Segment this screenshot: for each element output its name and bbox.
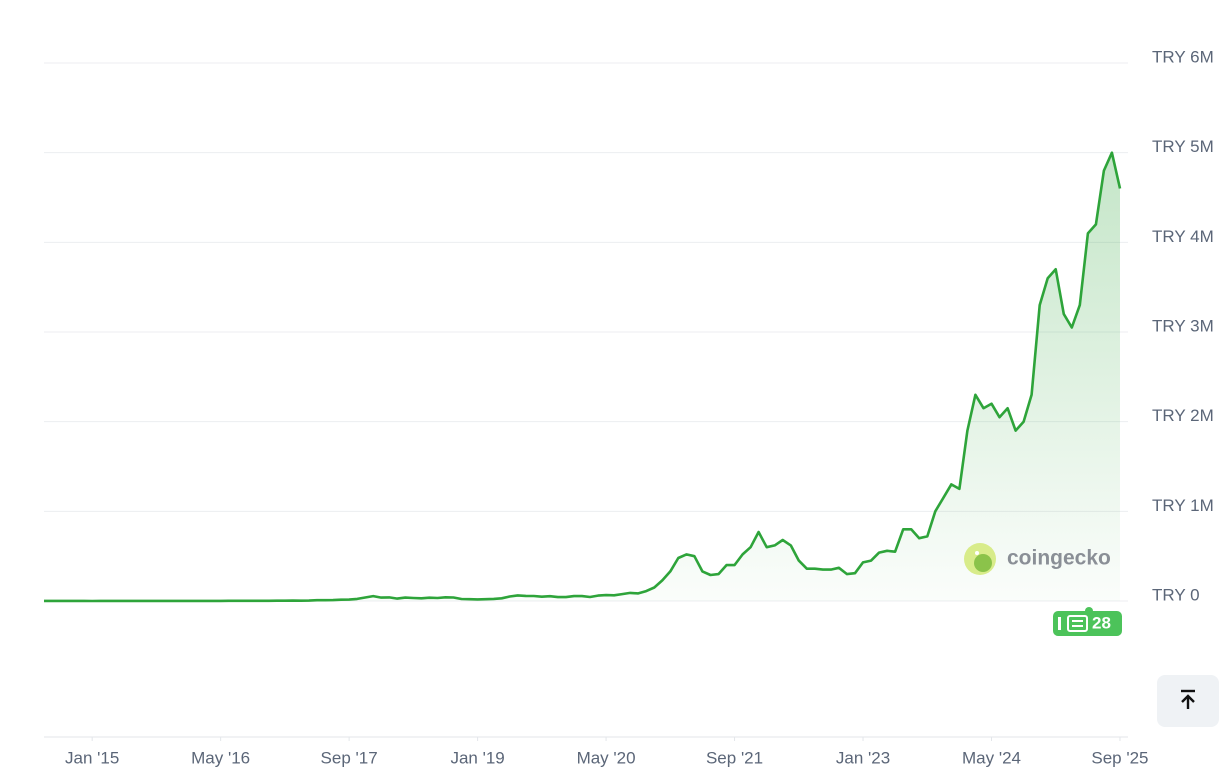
area-layer [44, 152, 1120, 601]
badge-icon [1067, 615, 1088, 632]
y-tick-label: TRY 6M [1152, 47, 1214, 66]
y-tick-label: TRY 0 [1152, 585, 1200, 604]
badge-icon [1058, 617, 1061, 630]
grid [44, 62, 1128, 741]
y-tick-label: TRY 4M [1152, 227, 1214, 246]
area [44, 152, 1120, 601]
y-tick-label: TRY 3M [1152, 316, 1214, 335]
x-tick-label: Jan '15 [65, 748, 119, 767]
watermark-logo-inner [974, 554, 992, 572]
x-tick-label: Sep '21 [706, 748, 763, 767]
x-tick-label: May '20 [577, 748, 636, 767]
watermark-logo-eye [975, 551, 979, 555]
watermark: coingecko [964, 543, 1111, 575]
price-line [44, 151, 1122, 603]
y-tick-label: TRY 1M [1152, 496, 1214, 515]
y-tick-label: TRY 2M [1152, 406, 1214, 425]
news-badge[interactable]: 28 [1053, 607, 1122, 636]
line-layer [44, 151, 1122, 603]
x-tick-label: Jan '23 [836, 748, 890, 767]
back-to-top-icon [1181, 694, 1195, 703]
back-to-top-button[interactable] [1157, 675, 1219, 727]
y-tick-label: TRY 5M [1152, 137, 1214, 156]
x-tick-label: Sep '17 [321, 748, 378, 767]
badge-count: 28 [1092, 613, 1111, 632]
x-tick-label: Jan '19 [450, 748, 504, 767]
x-tick-label: Sep '25 [1091, 748, 1148, 767]
x-tick-label: May '16 [191, 748, 250, 767]
watermark-text: coingecko [1007, 547, 1111, 570]
x-tick-label: May '24 [962, 748, 1021, 767]
